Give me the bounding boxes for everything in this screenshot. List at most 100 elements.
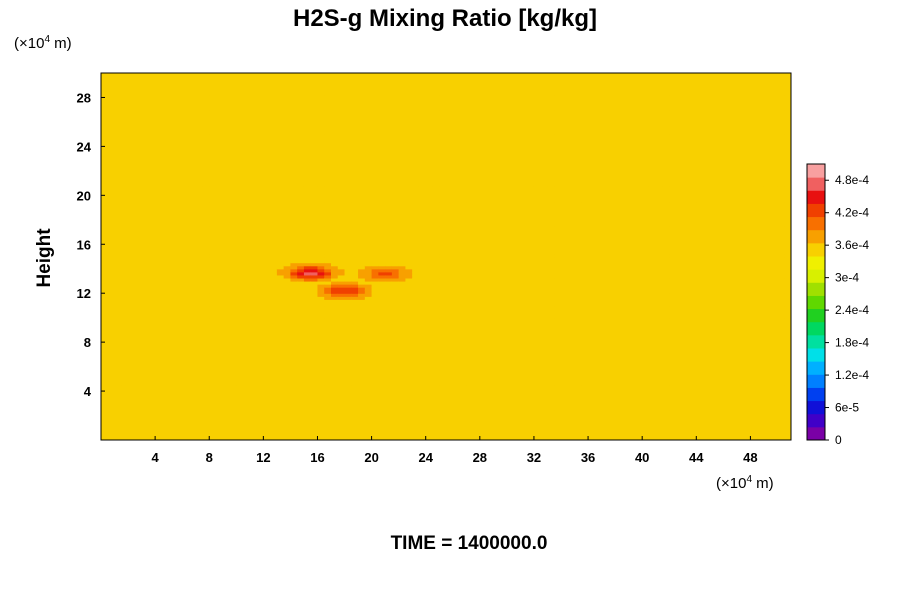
field-cell bbox=[310, 85, 319, 89]
field-cell bbox=[182, 314, 190, 319]
field-cell bbox=[297, 201, 305, 206]
field-cell bbox=[195, 351, 204, 355]
field-cell bbox=[283, 424, 292, 429]
field-cell bbox=[175, 336, 183, 340]
field-cell bbox=[249, 400, 258, 404]
field-cell bbox=[276, 262, 285, 267]
field-cell bbox=[222, 235, 231, 239]
field-cell bbox=[168, 189, 177, 193]
field-cell bbox=[202, 394, 210, 398]
field-cell bbox=[134, 192, 143, 196]
field-cell bbox=[141, 155, 149, 160]
field-cell bbox=[155, 277, 163, 282]
field-cell bbox=[148, 195, 156, 199]
field-cell bbox=[188, 394, 197, 398]
field-cell bbox=[222, 256, 231, 261]
field-cell bbox=[249, 308, 258, 313]
field-cell bbox=[344, 232, 352, 236]
field-cell bbox=[324, 124, 332, 129]
field-cell bbox=[310, 207, 319, 212]
field-cell bbox=[351, 351, 359, 355]
field-cell bbox=[263, 259, 271, 264]
field-cell bbox=[371, 210, 379, 215]
field-cell bbox=[128, 372, 136, 377]
field-cell bbox=[276, 241, 285, 245]
field-cell bbox=[297, 421, 305, 426]
field-cell bbox=[107, 271, 116, 276]
field-cell bbox=[216, 204, 224, 209]
field-cell bbox=[114, 363, 122, 368]
field-cell bbox=[134, 82, 143, 86]
field-cell bbox=[195, 195, 204, 199]
field-cell bbox=[148, 427, 156, 432]
field-cell bbox=[337, 100, 346, 105]
field-cell bbox=[188, 152, 197, 157]
field-cell bbox=[270, 167, 278, 172]
field-cell bbox=[297, 409, 305, 414]
field-cell bbox=[168, 219, 177, 224]
field-cell bbox=[148, 296, 156, 300]
field-cell bbox=[344, 274, 352, 279]
field-cell bbox=[283, 406, 292, 411]
field-cell bbox=[303, 170, 312, 175]
field-cell bbox=[195, 418, 204, 423]
field-cell bbox=[175, 213, 183, 218]
field-cell bbox=[310, 228, 319, 233]
field-cell bbox=[283, 287, 292, 291]
field-cell bbox=[344, 332, 352, 337]
field-cell bbox=[141, 109, 149, 114]
field-cell bbox=[121, 94, 129, 99]
field-cell bbox=[101, 348, 109, 352]
field-cell bbox=[297, 372, 305, 377]
field-cell bbox=[358, 427, 366, 432]
field-cell bbox=[364, 173, 373, 178]
field-cell bbox=[107, 210, 116, 215]
field-cell bbox=[161, 192, 170, 196]
field-cell bbox=[364, 207, 373, 212]
field-cell bbox=[243, 406, 251, 411]
field-cell bbox=[317, 400, 325, 404]
field-cell bbox=[107, 415, 116, 420]
field-cell bbox=[175, 378, 183, 383]
field-cell bbox=[324, 348, 332, 352]
field-cell bbox=[331, 167, 339, 172]
field-cell bbox=[263, 280, 271, 285]
field-cell bbox=[229, 85, 237, 89]
field-cell bbox=[168, 238, 177, 242]
field-cell bbox=[297, 308, 305, 313]
field-cell bbox=[148, 320, 156, 325]
field-cell bbox=[121, 326, 129, 331]
field-cell bbox=[222, 94, 231, 99]
field-cell bbox=[134, 176, 143, 181]
field-cell bbox=[364, 195, 373, 199]
field-cell bbox=[297, 436, 305, 440]
field-cell bbox=[141, 384, 149, 389]
field-cell bbox=[378, 345, 386, 349]
field-cell bbox=[358, 436, 366, 440]
field-cell bbox=[188, 228, 197, 233]
field-cell bbox=[216, 394, 224, 398]
field-cell bbox=[161, 118, 170, 123]
field-cell bbox=[297, 146, 305, 151]
field-cell bbox=[188, 241, 197, 245]
field-cell bbox=[148, 329, 156, 334]
field-cell bbox=[121, 253, 129, 258]
field-cell bbox=[303, 406, 312, 411]
field-cell bbox=[378, 235, 386, 239]
field-cell bbox=[188, 250, 197, 255]
field-cell bbox=[195, 85, 204, 89]
field-cell bbox=[358, 406, 366, 411]
field-cell bbox=[107, 336, 116, 340]
field-cell bbox=[270, 320, 278, 325]
field-cell bbox=[128, 97, 136, 102]
field-cell bbox=[270, 225, 278, 230]
field-cell bbox=[128, 433, 136, 438]
field-cell bbox=[317, 354, 325, 359]
field-cell bbox=[128, 409, 136, 414]
field-cell bbox=[276, 112, 285, 117]
field-cell bbox=[128, 397, 136, 401]
field-cell bbox=[141, 259, 149, 264]
field-cell bbox=[364, 366, 373, 371]
field-cell bbox=[270, 287, 278, 291]
field-cell bbox=[188, 73, 197, 77]
